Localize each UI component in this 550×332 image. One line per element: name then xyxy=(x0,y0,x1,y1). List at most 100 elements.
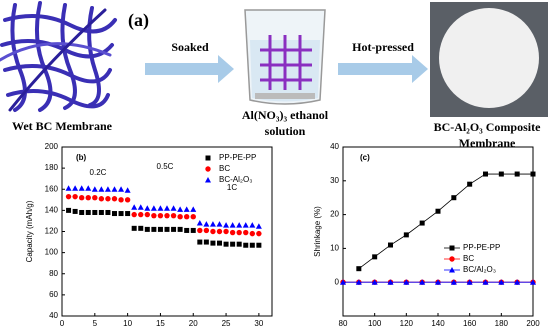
data-point xyxy=(190,214,196,220)
y-tick-label: 10 xyxy=(330,244,339,253)
data-point xyxy=(131,211,137,218)
data-point xyxy=(203,239,209,245)
data-point xyxy=(72,208,78,214)
caption: Membrane xyxy=(459,136,516,150)
y-tick-label: 30 xyxy=(330,176,339,185)
step-label: Soaked xyxy=(171,40,209,54)
data-point xyxy=(85,209,91,215)
data-point xyxy=(131,204,138,210)
data-point xyxy=(157,212,164,219)
data-point xyxy=(249,222,256,228)
data-point xyxy=(197,239,203,245)
data-point xyxy=(157,205,164,211)
data-point xyxy=(229,222,236,228)
data-point xyxy=(255,223,262,229)
data-point xyxy=(419,220,425,226)
data-point xyxy=(197,227,203,234)
caption: Al(NO₃)₃ ethanol xyxy=(242,108,329,122)
legend-label: PP-PE-PP xyxy=(219,153,256,162)
data-point xyxy=(387,279,394,285)
data-point xyxy=(236,229,242,236)
data-point xyxy=(216,228,223,235)
step-label: Hot-pressed xyxy=(352,40,414,54)
data-point xyxy=(209,221,216,227)
data-point xyxy=(466,279,473,285)
data-point xyxy=(118,197,124,203)
data-point xyxy=(190,227,196,233)
data-point xyxy=(196,220,203,226)
data-point xyxy=(210,228,216,235)
data-point xyxy=(170,205,177,211)
bc-mesh xyxy=(0,1,117,112)
legend-marker xyxy=(205,166,211,172)
data-point xyxy=(118,211,124,217)
data-point xyxy=(223,228,229,235)
legend-label: PP-PE-PP xyxy=(463,243,500,252)
data-point xyxy=(112,211,117,217)
data-point xyxy=(171,226,177,232)
x-tick-label: 25 xyxy=(222,319,231,328)
data-point xyxy=(217,240,222,246)
data-point xyxy=(236,222,243,228)
y-axis-label: Capacity (mAh/g) xyxy=(25,200,34,262)
data-point xyxy=(150,205,157,211)
x-tick-label: 80 xyxy=(339,319,348,328)
data-point xyxy=(203,221,210,227)
data-point xyxy=(65,185,72,191)
data-point xyxy=(138,211,144,218)
y-tick-label: 100 xyxy=(45,248,59,257)
x-tick-label: 0 xyxy=(60,319,65,328)
data-point xyxy=(137,204,144,210)
data-point xyxy=(514,279,521,285)
data-point xyxy=(85,185,92,191)
data-point xyxy=(177,206,184,212)
legend-marker xyxy=(449,256,455,262)
y-tick-label: 140 xyxy=(45,205,59,214)
data-point xyxy=(340,279,346,285)
annotation: 1C xyxy=(227,183,237,192)
data-point xyxy=(131,225,137,231)
membrane-disc xyxy=(439,8,539,108)
annotation: 0.5C xyxy=(157,162,174,171)
data-point xyxy=(243,242,249,248)
x-tick-label: 30 xyxy=(254,319,263,328)
y-tick-label: 40 xyxy=(49,311,58,320)
plot-frame xyxy=(342,146,534,317)
legend-marker xyxy=(449,245,455,251)
data-point xyxy=(124,197,131,203)
panel-label: (a) xyxy=(128,10,149,31)
y-tick-label: 20 xyxy=(330,210,339,219)
series-line xyxy=(358,173,533,270)
data-point xyxy=(144,205,151,211)
y-tick-label: 40 xyxy=(330,142,339,151)
data-point xyxy=(184,227,190,233)
data-point xyxy=(190,206,197,212)
y-tick-label: 160 xyxy=(45,184,59,193)
data-point xyxy=(118,186,125,192)
x-tick-label: 200 xyxy=(526,319,540,328)
data-point xyxy=(223,222,230,228)
data-point xyxy=(111,186,118,192)
data-point xyxy=(403,232,409,238)
data-point xyxy=(78,185,85,191)
y-tick-label: 60 xyxy=(49,290,58,299)
data-point xyxy=(124,187,131,193)
data-point xyxy=(249,230,256,237)
data-point xyxy=(151,226,157,232)
data-point xyxy=(256,242,262,248)
legend-marker xyxy=(205,177,211,183)
data-point xyxy=(482,279,489,285)
data-point xyxy=(164,205,170,211)
data-point xyxy=(85,195,91,201)
data-point xyxy=(91,186,98,192)
data-point xyxy=(229,229,236,236)
data-point xyxy=(467,181,473,187)
data-point xyxy=(105,196,111,202)
caption: Wet BC Membrane xyxy=(12,119,113,133)
data-point xyxy=(514,171,520,177)
panel-label: (b) xyxy=(76,153,87,162)
data-point xyxy=(356,266,362,272)
x-tick-label: 140 xyxy=(431,319,445,328)
data-point xyxy=(242,222,249,228)
